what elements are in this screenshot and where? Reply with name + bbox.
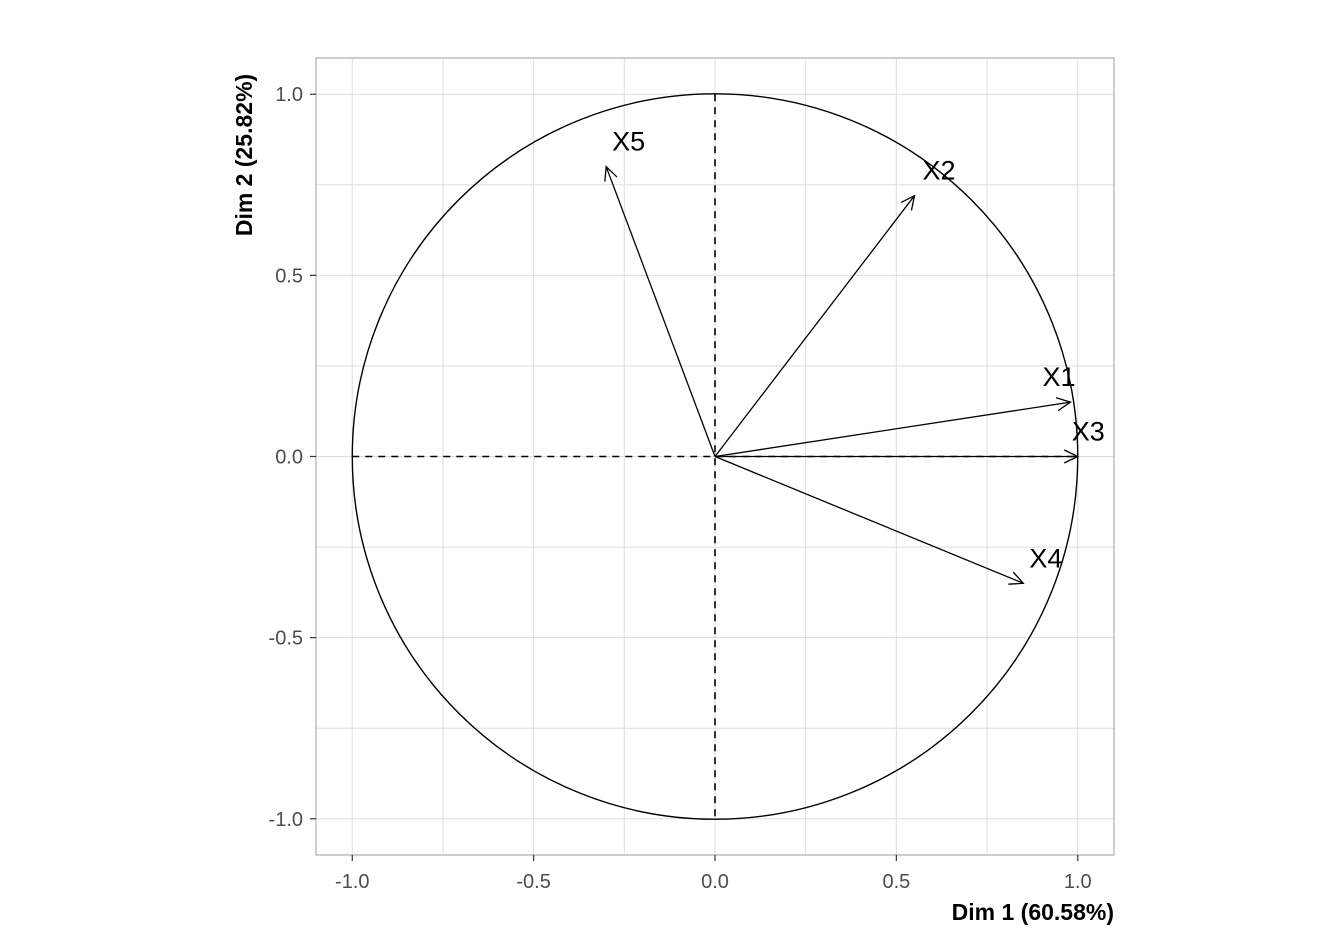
y-tick-label: 1.0 (275, 84, 303, 106)
y-axis-ticks: -1.0 -0.5 0.0 0.5 1.0 (269, 84, 316, 831)
variable-label-x5: X5 (612, 127, 645, 157)
y-axis-title: Dim 2 (25.82%) (231, 74, 257, 236)
arrow-head (900, 194, 916, 211)
arrow-x1 (714, 397, 1072, 458)
arrow-head (1063, 449, 1080, 464)
variable-labels: X1 X2 X3 X4 X5 (612, 127, 1105, 574)
x-tick-label: -1.0 (335, 871, 369, 893)
x-tick-label: 0.0 (701, 871, 729, 893)
x-axis-ticks: -1.0 -0.5 0.0 0.5 1.0 (335, 855, 1092, 893)
arrow-x3 (715, 449, 1080, 464)
arrow-x5 (604, 165, 716, 457)
variable-label-x2: X2 (923, 156, 956, 186)
y-tick-label: -0.5 (269, 628, 303, 650)
arrow-x4 (714, 455, 1025, 585)
arrow-head (1008, 571, 1025, 585)
x-axis-title: Dim 1 (60.58%) (952, 899, 1114, 925)
x-tick-label: -0.5 (516, 871, 550, 893)
y-tick-label: -1.0 (269, 809, 303, 831)
arrow-head (604, 165, 618, 182)
x-tick-label: 0.5 (882, 871, 910, 893)
variable-label-x3: X3 (1072, 417, 1105, 447)
variable-label-x1: X1 (1042, 362, 1075, 392)
arrow-x2 (714, 194, 916, 457)
variable-arrows (604, 165, 1080, 585)
x-tick-label: 1.0 (1064, 871, 1092, 893)
y-tick-label: 0.5 (275, 265, 303, 287)
variable-label-x4: X4 (1029, 543, 1062, 573)
arrow-head (1055, 397, 1072, 412)
y-tick-label: 0.0 (275, 447, 303, 469)
